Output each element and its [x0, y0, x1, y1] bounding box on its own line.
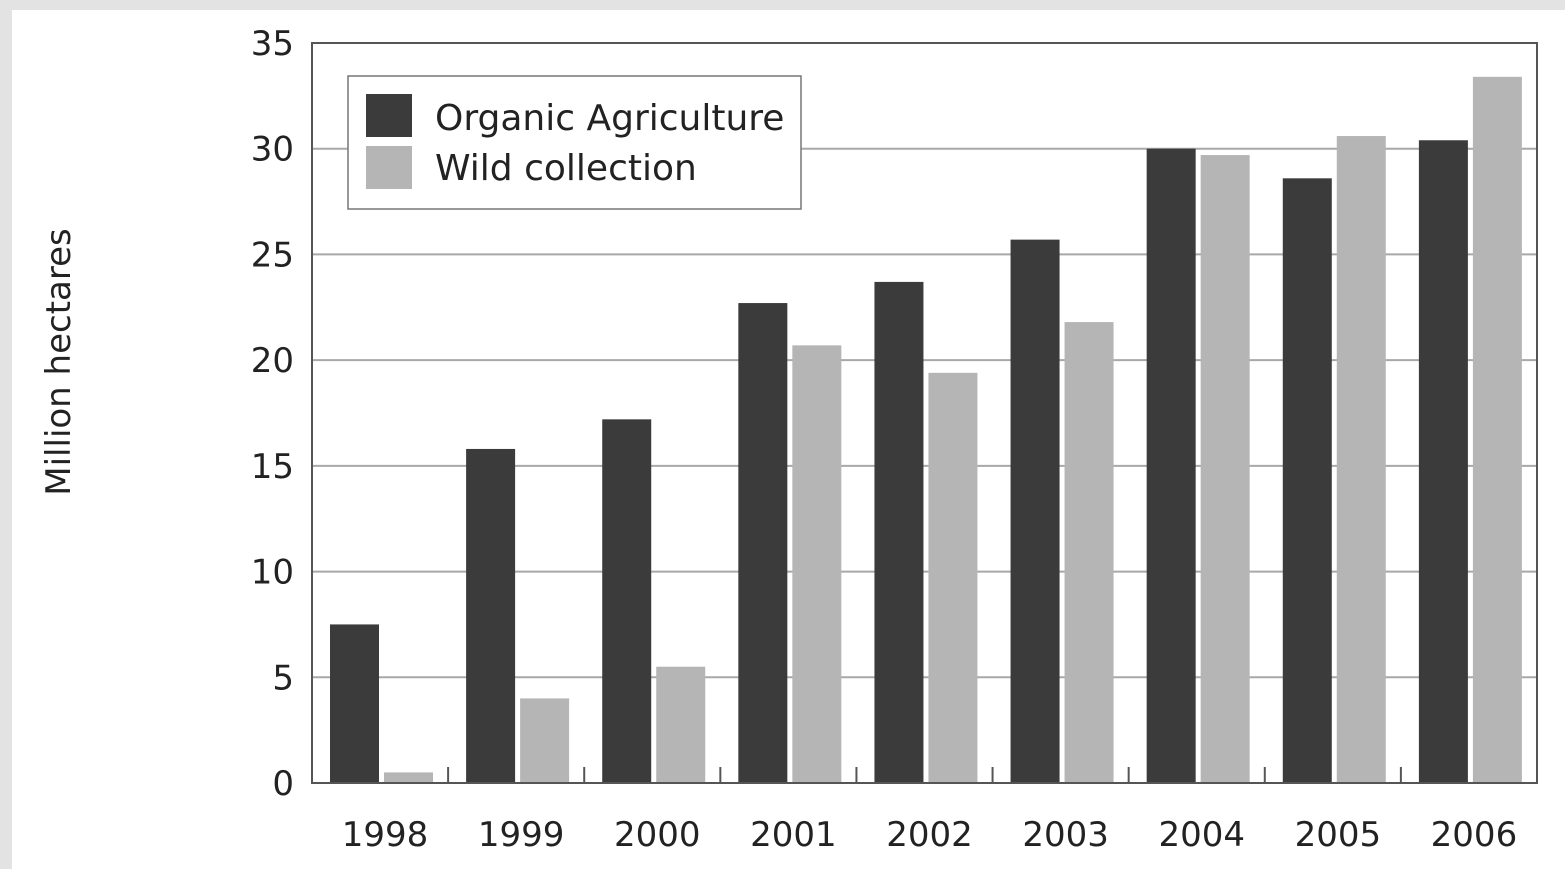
bar-organic-agriculture-1999 [466, 448, 516, 783]
x-tick-labels: 1998 1999 2000 2001 2002 2003 2004 2005 2006 [342, 815, 1517, 855]
y-tick-label: 5 [272, 658, 294, 698]
legend-swatch-organic-agriculture [366, 94, 412, 137]
bar-organic-agriculture-2006 [1418, 140, 1468, 783]
x-tick-label: 1999 [478, 815, 565, 855]
x-tick-label: 2000 [614, 815, 701, 855]
bar-wild-collection-2001 [792, 345, 842, 783]
y-tick-label: 10 [251, 553, 294, 593]
x-tick-label: 2002 [886, 815, 973, 855]
bar-wild-collection-2002 [928, 372, 978, 783]
bar-organic-agriculture-2004 [1146, 148, 1196, 783]
bar-wild-collection-2006 [1472, 76, 1522, 784]
bar-organic-agriculture-2001 [738, 303, 788, 783]
y-tick-label: 30 [251, 130, 294, 170]
bar-wild-collection-2004 [1200, 155, 1250, 784]
bar-chart: 0 5 10 15 20 25 30 35 1998 1999 2000 2001 2002 2003 2… [39, 24, 1538, 855]
bar-organic-agriculture-2003 [1010, 239, 1060, 784]
chart-frame: 0 5 10 15 20 25 30 35 1998 1999 2000 2001 2002 2003 2… [12, 10, 1565, 869]
legend-box [347, 75, 802, 210]
x-tick-label: 2006 [1431, 815, 1518, 855]
x-tick-label: 2004 [1158, 815, 1245, 855]
bars [330, 76, 1522, 784]
y-tick-label: 35 [251, 24, 294, 64]
y-tick-label: 20 [251, 341, 294, 381]
axes [311, 42, 1538, 784]
bar-organic-agriculture-2005 [1282, 178, 1332, 784]
plot-frame [311, 42, 1538, 784]
x-tick-label: 2005 [1295, 815, 1382, 855]
bar-wild-collection-1998 [384, 772, 433, 783]
bar-wild-collection-2003 [1064, 322, 1114, 783]
bar-wild-collection-2000 [656, 666, 706, 783]
legend: Organic Agriculture Wild collection [347, 75, 802, 210]
legend-label-wild-collection: Wild collection [435, 148, 697, 189]
bar-organic-agriculture-1998 [330, 624, 379, 783]
bar-wild-collection-2005 [1336, 136, 1386, 783]
y-tick-label: 15 [251, 447, 294, 487]
y-tick-labels: 0 5 10 15 20 25 30 35 [251, 24, 294, 804]
bar-organic-agriculture-2002 [874, 281, 924, 783]
x-tick-label: 1998 [342, 815, 429, 855]
y-tick-label: 25 [251, 235, 294, 275]
x-tick-label: 2003 [1022, 815, 1109, 855]
y-tick-label: 0 [272, 764, 294, 804]
legend-swatch-wild-collection [366, 146, 412, 189]
x-tick-label: 2001 [750, 815, 837, 855]
legend-label-organic-agriculture: Organic Agriculture [435, 98, 784, 139]
bar-wild-collection-1999 [520, 698, 570, 783]
y-axis-title: Million hectares [39, 228, 79, 495]
bar-organic-agriculture-2000 [602, 419, 652, 783]
